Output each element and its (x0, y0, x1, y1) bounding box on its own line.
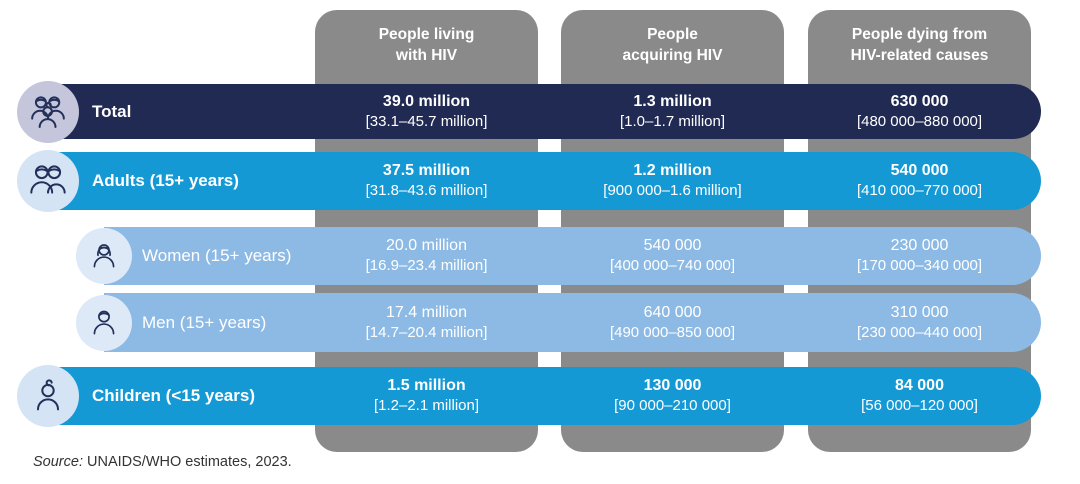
stat-value: 130 000 (643, 377, 702, 394)
stat-cell: 630 000 [480 000–880 000] (808, 84, 1031, 139)
stat-cell: 540 000 [410 000–770 000] (808, 152, 1031, 210)
stat-range: [900 000–1.6 million] (603, 182, 742, 199)
stat-value: 230 000 (890, 237, 949, 254)
row-adults: Adults (15+ years) 37.5 million [31.8–43… (0, 150, 1080, 212)
row-label: Men (15+ years) (142, 312, 267, 332)
stat-value: 310 000 (890, 303, 949, 321)
stat-range: [33.1–45.7 million] (365, 112, 488, 130)
row-total: Total 39.0 million [33.1–45.7 million] 1… (0, 80, 1080, 143)
stat-cell: 310 000 [230 000–440 000] (808, 293, 1031, 352)
row-children: Children (<15 years) 1.5 million [1.2–2.… (0, 365, 1080, 427)
row-bar (38, 152, 1041, 210)
stat-range: [410 000–770 000] (856, 182, 983, 199)
stat-range: [1.2–2.1 million] (373, 397, 480, 414)
stat-range: [14.7–20.4 million] (365, 323, 488, 341)
column-header: People acquiring HIV (622, 26, 723, 64)
row-bar (38, 84, 1041, 139)
source-note: Source: UNAIDS/WHO estimates, 2023. (33, 454, 292, 470)
stat-range: [480 000–880 000] (856, 112, 983, 130)
man-icon (76, 294, 132, 351)
stat-value: 37.5 million (382, 162, 471, 179)
row-bar (104, 227, 1041, 285)
stat-cell: 1.2 million [900 000–1.6 million] (561, 152, 784, 210)
stat-range: [170 000–340 000] (856, 257, 983, 274)
source-prefix: Source: (33, 454, 83, 470)
stat-value: 540 000 (643, 237, 702, 254)
stat-range: [1.0–1.7 million] (619, 112, 726, 130)
row-label: Women (15+ years) (142, 246, 292, 265)
stat-value: 540 000 (890, 162, 949, 179)
child-icon (17, 365, 79, 427)
row-label: Children (<15 years) (92, 386, 255, 405)
stat-value: 1.2 million (633, 162, 712, 179)
stat-cell: 230 000 [170 000–340 000] (808, 227, 1031, 285)
row-women: Women (15+ years) 20.0 million [16.9–23.… (0, 227, 1080, 285)
stat-cell: 84 000 [56 000–120 000] (808, 367, 1031, 425)
stat-value: 640 000 (643, 303, 702, 321)
stat-range: [31.8–43.6 million] (365, 182, 488, 199)
stat-value: 17.4 million (386, 303, 467, 321)
stat-value: 630 000 (890, 92, 949, 110)
stat-range: [490 000–850 000] (609, 323, 736, 341)
row-label: Adults (15+ years) (92, 171, 239, 190)
stat-range: [400 000–740 000] (609, 257, 736, 274)
stat-range: [230 000–440 000] (856, 323, 983, 341)
column-header: People living with HIV (378, 26, 475, 64)
stat-cell: 1.5 million [1.2–2.1 million] (315, 367, 538, 425)
stat-value: 20.0 million (386, 237, 467, 254)
source-text: UNAIDS/WHO estimates, 2023. (82, 454, 292, 470)
two-adults-icon (17, 150, 79, 212)
column-header: People dying from HIV-related causes (850, 26, 989, 64)
stat-range: [90 000–210 000] (614, 397, 731, 414)
stat-value: 1.5 million (387, 377, 466, 394)
woman-icon (76, 228, 132, 284)
stat-range: [56 000–120 000] (861, 397, 978, 414)
family-icon (17, 80, 79, 143)
row-men: Men (15+ years) 17.4 million [14.7–20.4 … (0, 293, 1080, 352)
stat-cell: 640 000 [490 000–850 000] (561, 293, 784, 352)
row-label: Total (92, 101, 132, 121)
stat-value: 39.0 million (382, 92, 471, 110)
stat-cell: 39.0 million [33.1–45.7 million] (315, 84, 538, 139)
row-bar (38, 367, 1041, 425)
row-bar (104, 293, 1041, 352)
stat-value: 84 000 (895, 377, 944, 394)
stat-range: [16.9–23.4 million] (365, 257, 488, 274)
stat-cell: 17.4 million [14.7–20.4 million] (315, 293, 538, 352)
stat-cell: 20.0 million [16.9–23.4 million] (315, 227, 538, 285)
stat-cell: 130 000 [90 000–210 000] (561, 367, 784, 425)
stat-cell: 37.5 million [31.8–43.6 million] (315, 152, 538, 210)
stat-value: 1.3 million (633, 92, 712, 110)
stat-cell: 1.3 million [1.0–1.7 million] (561, 84, 784, 139)
stat-cell: 540 000 [400 000–740 000] (561, 227, 784, 285)
